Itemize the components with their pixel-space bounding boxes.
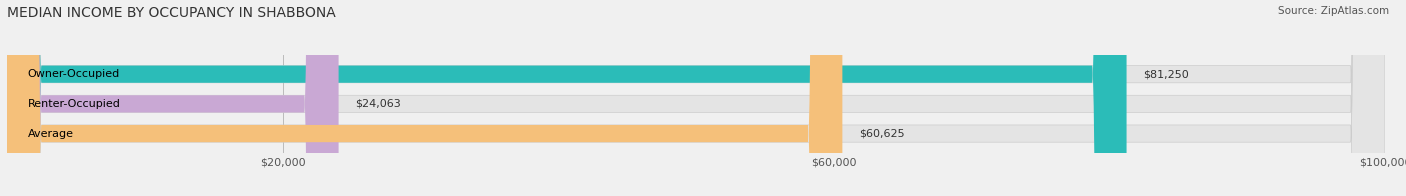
Text: $24,063: $24,063 <box>356 99 401 109</box>
Text: Source: ZipAtlas.com: Source: ZipAtlas.com <box>1278 6 1389 16</box>
Text: $60,625: $60,625 <box>859 129 904 139</box>
Text: Owner-Occupied: Owner-Occupied <box>28 69 120 79</box>
FancyBboxPatch shape <box>7 0 842 196</box>
FancyBboxPatch shape <box>7 0 1385 196</box>
Text: MEDIAN INCOME BY OCCUPANCY IN SHABBONA: MEDIAN INCOME BY OCCUPANCY IN SHABBONA <box>7 6 336 20</box>
Text: Average: Average <box>28 129 73 139</box>
FancyBboxPatch shape <box>7 0 1385 196</box>
FancyBboxPatch shape <box>7 0 339 196</box>
Text: Renter-Occupied: Renter-Occupied <box>28 99 121 109</box>
Text: $81,250: $81,250 <box>1143 69 1189 79</box>
FancyBboxPatch shape <box>7 0 1385 196</box>
FancyBboxPatch shape <box>7 0 1126 196</box>
